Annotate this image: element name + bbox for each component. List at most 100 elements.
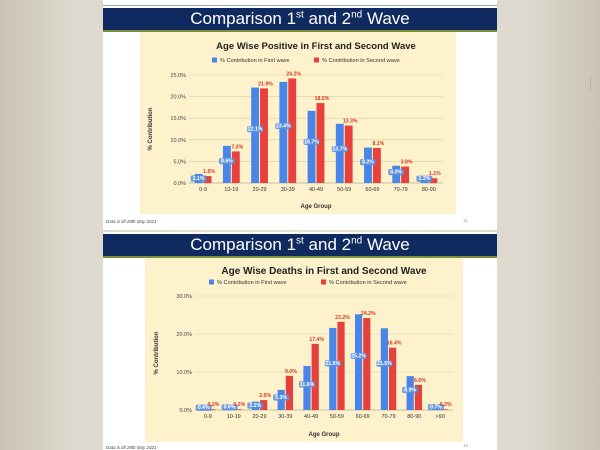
data-label-second: 6.6% — [414, 378, 426, 384]
legend-swatch-2 — [314, 57, 319, 63]
data-label-first: 11.6% — [300, 382, 315, 388]
bar-second-wave — [363, 318, 371, 410]
data-label-second: 18.5% — [315, 96, 330, 102]
data-label-first: 8.9% — [404, 387, 416, 393]
slide-1: Comparison 1st and 2nd Wave Age Wise Pos… — [103, 0, 497, 230]
data-label-first: 21.6% — [325, 361, 340, 367]
data-label-bg-first — [275, 122, 292, 130]
x-tick-label: 60-69 — [365, 187, 379, 193]
legend-label-2: % Contribution in Second wave — [329, 280, 407, 286]
chart-panel: Age Wise Positive in First and Second Wa… — [140, 32, 456, 214]
y-tick-label: 15.0% — [170, 116, 186, 122]
data-label-bg-first — [298, 381, 315, 388]
slide-2: Comparison 1st and 2nd Wave Age Wise Dea… — [103, 232, 497, 450]
slide-heading: Comparison 1st and 2nd Wave — [103, 8, 497, 30]
chart-title: Age Wise Deaths in First and Second Wave — [221, 266, 427, 277]
y-tick-label: 0.0% — [173, 181, 186, 187]
bar-first-wave — [354, 314, 363, 410]
bar-second-wave — [414, 384, 423, 410]
data-label-second: 1.1% — [429, 171, 441, 177]
x-tick-label: 0-9 — [199, 187, 207, 193]
data-label-second: 17.4% — [309, 337, 324, 343]
data-label-first: 8.2% — [362, 160, 374, 166]
x-tick-label: 10-19 — [227, 414, 241, 420]
x-tick-label: 10-19 — [224, 187, 238, 193]
data-label-first: 21.5% — [377, 361, 392, 367]
data-label-second: 0.2% — [208, 402, 220, 408]
bar-second-wave — [440, 409, 448, 410]
y-tick-label: 20.0% — [170, 95, 186, 101]
bar-second-wave — [260, 400, 268, 410]
bar-second-wave — [344, 125, 353, 183]
x-tick-label: 30-39 — [278, 414, 292, 420]
data-label-first: 4.0% — [390, 169, 402, 175]
data-label-bg-first — [324, 360, 341, 367]
y-axis-title: % Contribution — [154, 331, 160, 374]
data-label-first: 23.4% — [276, 123, 291, 129]
data-label-first: 5.3% — [275, 395, 287, 401]
edge-decoration — [590, 78, 599, 92]
bar-second-wave — [288, 78, 297, 183]
bar-second-wave — [203, 176, 212, 183]
x-tick-label: 80-90 — [422, 187, 436, 193]
data-label-bg-first — [359, 159, 376, 166]
bar-second-wave — [260, 88, 268, 183]
bar-first-wave — [251, 87, 260, 183]
data-label-first: 0.4% — [198, 405, 210, 411]
slide-heading: Comparison 1st and 2nd Wave — [103, 234, 497, 256]
data-label-bg-first — [427, 404, 444, 411]
x-tick-label: 30-39 — [281, 187, 295, 193]
x-tick-label: 0-9 — [204, 414, 212, 420]
data-label-bg-first — [221, 404, 238, 411]
bar-second-wave — [316, 103, 325, 183]
data-label-second: 0.2% — [440, 402, 452, 408]
bar-first-wave — [329, 327, 337, 410]
chart-panel: Age Wise Deaths in First and Second Wave… — [145, 258, 463, 442]
y-tick-label: 30.0% — [176, 294, 192, 300]
data-label-second: 24.2% — [286, 71, 301, 77]
data-label-bg-first — [416, 175, 433, 182]
y-tick-label: 0.0% — [179, 408, 192, 414]
data-label-first: 2.2% — [249, 403, 261, 409]
data-label-first: 22.1% — [248, 126, 263, 132]
page-number: 11 — [463, 218, 468, 223]
data-label-bg-first — [331, 145, 348, 153]
data-label-first: 8.6% — [221, 159, 233, 165]
slide-top-rule — [103, 5, 497, 6]
x-tick-label: 50-59 — [330, 414, 344, 420]
data-label-second: 8.1% — [372, 141, 384, 147]
bar-second-wave — [401, 166, 410, 183]
data-label-second: 21.9% — [258, 81, 273, 87]
legend-swatch-2 — [321, 279, 326, 285]
data-footnote: Data is till 28th May 2021 — [106, 219, 157, 224]
data-label-bg-first — [195, 404, 212, 411]
data-label-second: 24.2% — [361, 311, 376, 317]
data-label-bg-first — [190, 175, 207, 182]
legend-swatch-1 — [212, 57, 217, 63]
x-axis-title: Age Group — [301, 204, 332, 210]
y-tick-label: 20.0% — [176, 332, 192, 338]
data-label-bg-first — [247, 402, 264, 409]
data-label-bg-first — [350, 352, 367, 360]
data-label-bg-first — [303, 138, 320, 146]
bar-second-wave — [389, 347, 397, 410]
x-tick-label: 80-90 — [407, 414, 421, 420]
bar-second-wave — [285, 375, 294, 410]
x-tick-label: 20-29 — [253, 187, 267, 193]
x-axis-title: Age Group — [309, 432, 340, 438]
bar-first-wave — [303, 365, 311, 410]
x-tick-label: 20-29 — [252, 414, 266, 420]
data-label-first: 16.7% — [304, 139, 319, 145]
data-label-first: 1.2% — [419, 176, 431, 182]
data-label-bg-first — [388, 168, 405, 176]
chart-title: Age Wise Positive in First and Second Wa… — [216, 41, 416, 52]
data-label-bg-first — [376, 360, 393, 367]
heading-accent-line — [103, 30, 497, 32]
bar-second-wave — [311, 343, 319, 410]
bar-first-wave — [307, 110, 316, 183]
legend-label-1: % Contribution in First wave — [220, 58, 290, 64]
data-label-first: 25.2% — [351, 353, 366, 359]
legend-label-1: % Contribution in First wave — [217, 280, 287, 286]
legend-label-2: % Contribution in Second wave — [322, 58, 400, 64]
page-number: 12 — [463, 443, 469, 448]
